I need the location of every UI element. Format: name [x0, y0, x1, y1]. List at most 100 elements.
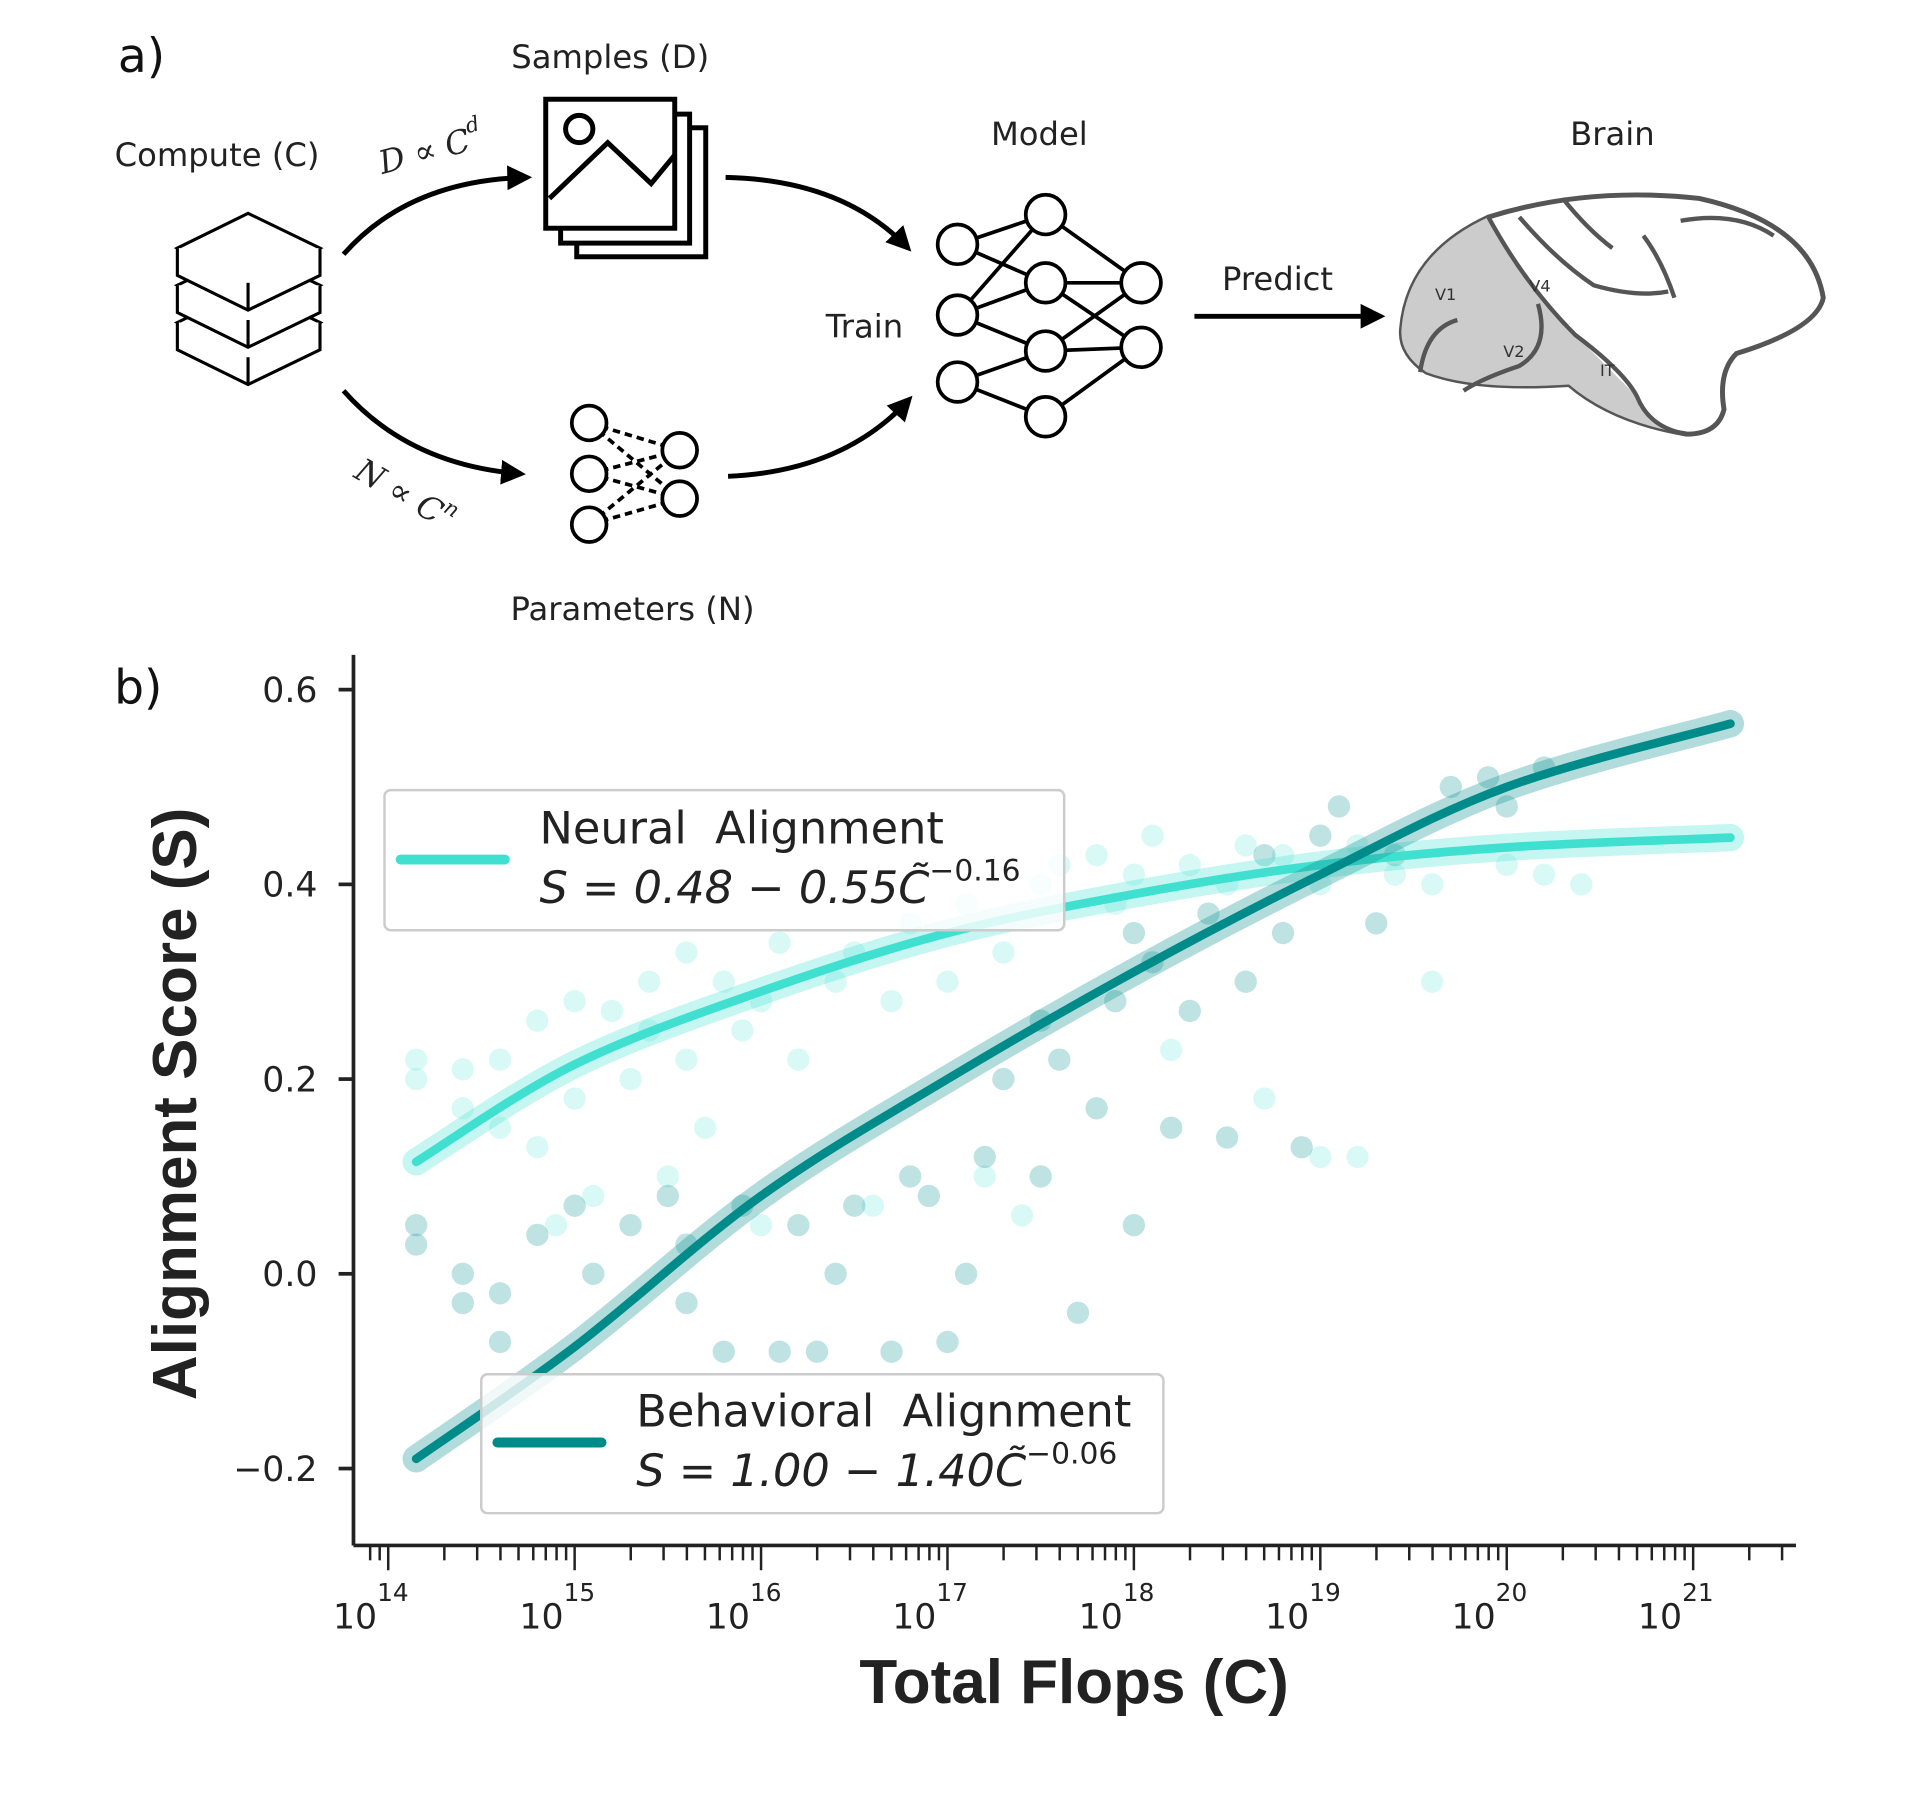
scatter-point [638, 970, 661, 993]
x-tick-label: 1016 [706, 1578, 782, 1637]
fit-line-behavioral [411, 719, 1735, 1464]
scatter-point [824, 970, 847, 993]
scatter-point [451, 1262, 474, 1285]
parameters-label: Parameters (N) [511, 590, 755, 628]
y-tick-label: −0.2 [233, 1450, 317, 1490]
panel-a-diagram: a) Compute (C) Samples (D) Parameters (N… [115, 29, 1826, 628]
predict-label: Predict [1222, 260, 1333, 298]
scatter-point [1122, 921, 1146, 945]
legend-behavioral-name: Behavioral Alignment [636, 1385, 1131, 1437]
image-samples-icon [543, 96, 709, 260]
scatter-point [1420, 873, 1444, 896]
scatter-points [405, 756, 1593, 1363]
scatter-point [656, 1184, 680, 1208]
panel-b-chart: b) −0.2 0.0 0.2 0.4 0.6 1014 1015 1016 1017 1018… [114, 654, 1796, 1717]
scatter-point [405, 1213, 428, 1237]
region-v1: V1 [1435, 285, 1456, 304]
scatter-point [1160, 1116, 1183, 1139]
scatter-point [712, 970, 735, 993]
scatter-point [488, 1048, 512, 1071]
scatter-point [526, 1009, 549, 1032]
scatter-point [1197, 902, 1220, 925]
y-tick-label: 0.4 [262, 866, 317, 906]
scatter-point [917, 1184, 940, 1208]
d-scaling-law: D ∝ Cd [374, 110, 482, 182]
scatter-point [805, 1340, 829, 1363]
scatter-point [936, 970, 959, 993]
scatter-point [954, 1262, 978, 1285]
scatter-point [1122, 863, 1146, 886]
region-it: IT [1600, 361, 1615, 380]
x-ticks: 1014 1015 1016 1017 1018 1019 1020 1021 [333, 1545, 1784, 1638]
x-tick-label: 1015 [519, 1578, 595, 1637]
scatter-point [1029, 1165, 1052, 1188]
scatter-point [675, 1048, 698, 1071]
scatter-point [1495, 795, 1518, 818]
scatter-point [1122, 1213, 1146, 1237]
scatter-point [1010, 1204, 1034, 1227]
brain-label: Brain [1570, 115, 1655, 153]
scatter-point [675, 941, 698, 964]
scatter-point [768, 1340, 791, 1363]
scatter-point [544, 1213, 568, 1237]
scatter-point [405, 1233, 428, 1256]
y-tick-label: 0.6 [262, 671, 317, 711]
scatter-point [405, 1048, 428, 1071]
samples-label: Samples (D) [511, 38, 709, 76]
scatter-point [880, 1340, 903, 1363]
x-tick-label: 1021 [1638, 1578, 1714, 1637]
scatter-point [1439, 775, 1462, 799]
y-tick-label: 0.2 [262, 1060, 317, 1100]
scatter-point [451, 1291, 474, 1315]
scatter-point [526, 1223, 549, 1247]
scatter-point [973, 1165, 996, 1188]
scatter-point [1570, 873, 1593, 896]
server-stack-icon [173, 211, 324, 387]
scatter-point [526, 1136, 549, 1159]
scatter-point [563, 990, 586, 1013]
scatter-point [451, 1058, 474, 1081]
scatter-point [843, 1194, 866, 1217]
scatter-point [1271, 921, 1295, 945]
scatter-point [1476, 766, 1500, 789]
y-tick-label: 0.0 [262, 1255, 317, 1295]
legend-neural-name: Neural Alignment [540, 802, 944, 854]
scatter-point [973, 1145, 996, 1169]
scatter-point [1085, 1097, 1108, 1120]
scatter-point [899, 1165, 922, 1188]
scatter-point [619, 1213, 642, 1237]
scatter-point [1309, 1145, 1332, 1169]
region-v4: V4 [1529, 276, 1550, 295]
scatter-point [1234, 970, 1257, 993]
region-v2: V2 [1503, 342, 1524, 361]
flow-arrows [341, 165, 1386, 485]
scatter-point [787, 1213, 810, 1237]
scatter-point [1141, 824, 1164, 847]
scatter-point [712, 1340, 735, 1363]
scatter-point [451, 1097, 474, 1120]
scatter-point [1532, 863, 1556, 886]
compute-label: Compute (C) [115, 136, 320, 174]
scatter-point [824, 1262, 847, 1285]
scatter-point [1271, 843, 1295, 867]
scatter-point [1327, 795, 1351, 818]
x-tick-label: 1017 [892, 1578, 968, 1637]
scatter-point [992, 1067, 1015, 1091]
scatter-point [1085, 843, 1108, 867]
parameters-network-icon [569, 403, 699, 544]
scatter-point [1309, 824, 1332, 847]
scatter-point [1215, 1126, 1239, 1149]
x-tick-label: 1020 [1451, 1578, 1527, 1637]
scatter-point [749, 1213, 773, 1237]
scatter-point [582, 1184, 605, 1208]
scatter-point [1290, 1136, 1313, 1159]
scatter-point [488, 1330, 512, 1354]
scatter-point [582, 1262, 605, 1285]
scatter-point [619, 1067, 642, 1091]
scatter-point [1178, 853, 1201, 877]
scatter-point [600, 999, 624, 1023]
model-network-icon [935, 192, 1163, 439]
y-ticks: −0.2 0.0 0.2 0.4 0.6 [233, 671, 354, 1490]
train-label: Train [825, 307, 903, 345]
